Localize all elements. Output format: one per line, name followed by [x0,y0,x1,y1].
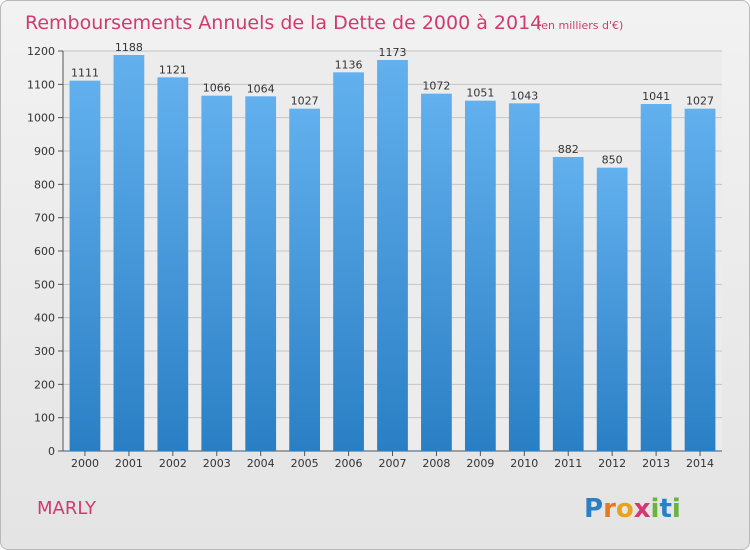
x-tick-label-2013: 2013 [642,457,670,470]
data-label-2004: 1064 [247,82,275,95]
bar-2003 [201,95,233,452]
bar-2012 [596,167,628,451]
logo-letter: P [584,494,603,524]
y-tick-label: 500 [34,278,55,291]
chart-title: Remboursements Annuels de la Dette de 20… [25,12,542,34]
data-label-2008: 1072 [422,80,450,93]
data-label-2005: 1027 [291,95,319,108]
bar-2000 [69,80,101,452]
y-tick-label: 1200 [27,45,55,58]
bar-2002 [157,77,189,451]
logo-letter: x [634,494,651,524]
data-label-2010: 1043 [510,89,538,102]
bar-2011 [552,157,584,451]
bar-2006 [333,72,364,451]
y-tick-label: 700 [34,212,55,225]
y-tick-label: 100 [34,412,55,425]
x-tick-label-2014: 2014 [686,457,714,470]
data-label-2002: 1121 [159,63,187,76]
y-tick-label: 1100 [27,78,55,91]
data-label-2001: 1188 [115,41,143,54]
data-labels: 1111 1188 1121 1066 1064 1027 1136 1173 1072 1051… [71,41,714,167]
x-tick-label-2006: 2006 [335,457,363,470]
y-tick-label: 900 [34,145,55,158]
y-tick-label: 200 [34,378,55,391]
x-tick-label-2011: 2011 [554,457,582,470]
bar-2013 [640,104,672,451]
x-tick-label-2012: 2012 [598,457,626,470]
data-label-2014: 1027 [686,95,714,108]
x-tick-label-2007: 2007 [379,457,407,470]
x-tick-label-2004: 2004 [247,457,275,470]
bar-2014 [684,108,716,452]
data-label-2013: 1041 [642,90,670,103]
bar-2008 [421,93,452,452]
y-tick-label: 800 [34,178,55,191]
bar-2005 [289,108,321,452]
data-label-2000: 1111 [71,67,99,80]
x-tick-label-2001: 2001 [115,457,143,470]
x-tick-label-2000: 2000 [71,457,99,470]
bar-2010 [508,103,540,451]
proxiti-logo: Proxiti [584,494,681,524]
x-tick-label-2003: 2003 [203,457,231,470]
logo-letter: r [603,494,616,524]
data-label-2003: 1066 [203,82,231,95]
logo-letter: o [616,494,634,524]
x-tick-label-2005: 2005 [291,457,319,470]
bar-2007 [377,60,408,451]
commune-name: MARLY [37,498,97,519]
x-tick-label-2002: 2002 [159,457,187,470]
y-tick-label: 400 [34,312,55,325]
data-label-2009: 1051 [466,87,494,100]
x-tick-label-2010: 2010 [510,457,538,470]
x-tick-label-2009: 2009 [466,457,494,470]
y-tick-label: 600 [34,245,55,258]
logo-letter: i [672,494,681,524]
bar-2009 [464,100,496,452]
y-tick-label: 1000 [27,112,55,125]
bar-2004 [245,96,277,451]
chart-subtitle: (en milliers d'€) [537,19,623,32]
x-tick-label-2008: 2008 [422,457,450,470]
data-label-2012: 850 [602,154,623,167]
logo-letter: i [651,494,660,524]
y-tick-label: 0 [48,445,55,458]
logo-letter: t [659,494,671,524]
data-label-2011: 882 [558,143,579,156]
data-label-2006: 1136 [335,58,363,71]
bars [69,55,716,452]
data-label-2007: 1173 [379,46,407,59]
bar-2001 [113,55,145,451]
y-tick-label: 300 [34,345,55,358]
